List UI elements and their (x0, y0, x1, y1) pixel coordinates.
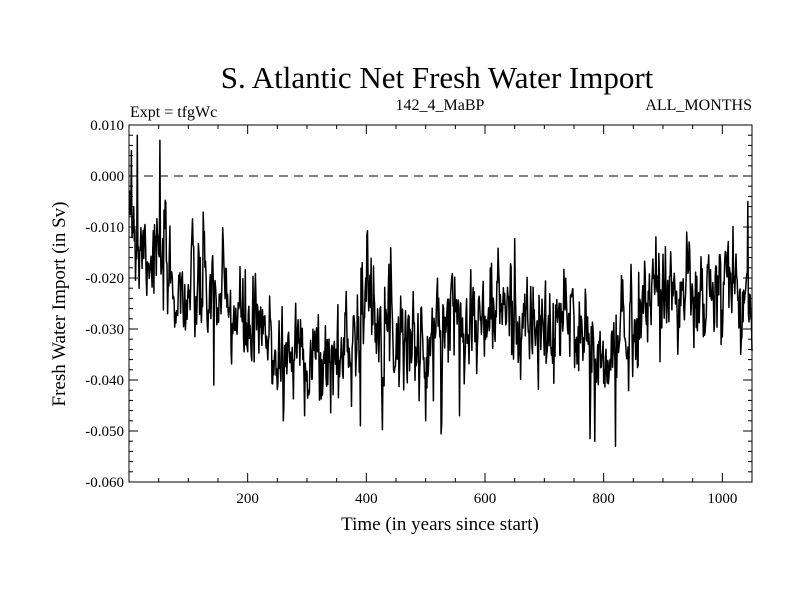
y-tick-label: -0.050 (85, 424, 124, 440)
fresh-water-import-series-line (128, 134, 753, 448)
x-tick-label: 1000 (707, 491, 737, 507)
x-tick-label: 800 (592, 491, 615, 507)
experiment-label: Expt = tfgWc (130, 104, 217, 121)
months-label: ALL_MONTHS (645, 97, 752, 114)
y-tick-label: -0.010 (85, 220, 124, 236)
y-tick-label: 0.010 (90, 118, 124, 134)
chart-title: S. Atlantic Net Fresh Water Import (221, 60, 654, 95)
y-axis-label: Fresh Water Import (in Sv) (49, 202, 70, 407)
y-tick-label: -0.060 (85, 475, 124, 491)
y-tick-label: -0.020 (85, 271, 124, 287)
y-tick-label: -0.040 (85, 373, 124, 389)
time-period-label: 142_4_MaBP (396, 97, 485, 114)
x-tick-label: 400 (355, 491, 378, 507)
x-tick-label: 200 (236, 491, 259, 507)
x-tick-label: 600 (474, 491, 497, 507)
x-axis-label: Time (in years since start) (341, 514, 539, 535)
y-tick-label: -0.030 (85, 322, 124, 338)
plot-frame (128, 124, 753, 483)
tick-layer: -0.060 -0.050 -0.040 -0.030 -0.020 -0.010 0.00… (85, 118, 753, 507)
series-layer (128, 134, 753, 448)
y-tick-label: 0.000 (90, 169, 124, 185)
